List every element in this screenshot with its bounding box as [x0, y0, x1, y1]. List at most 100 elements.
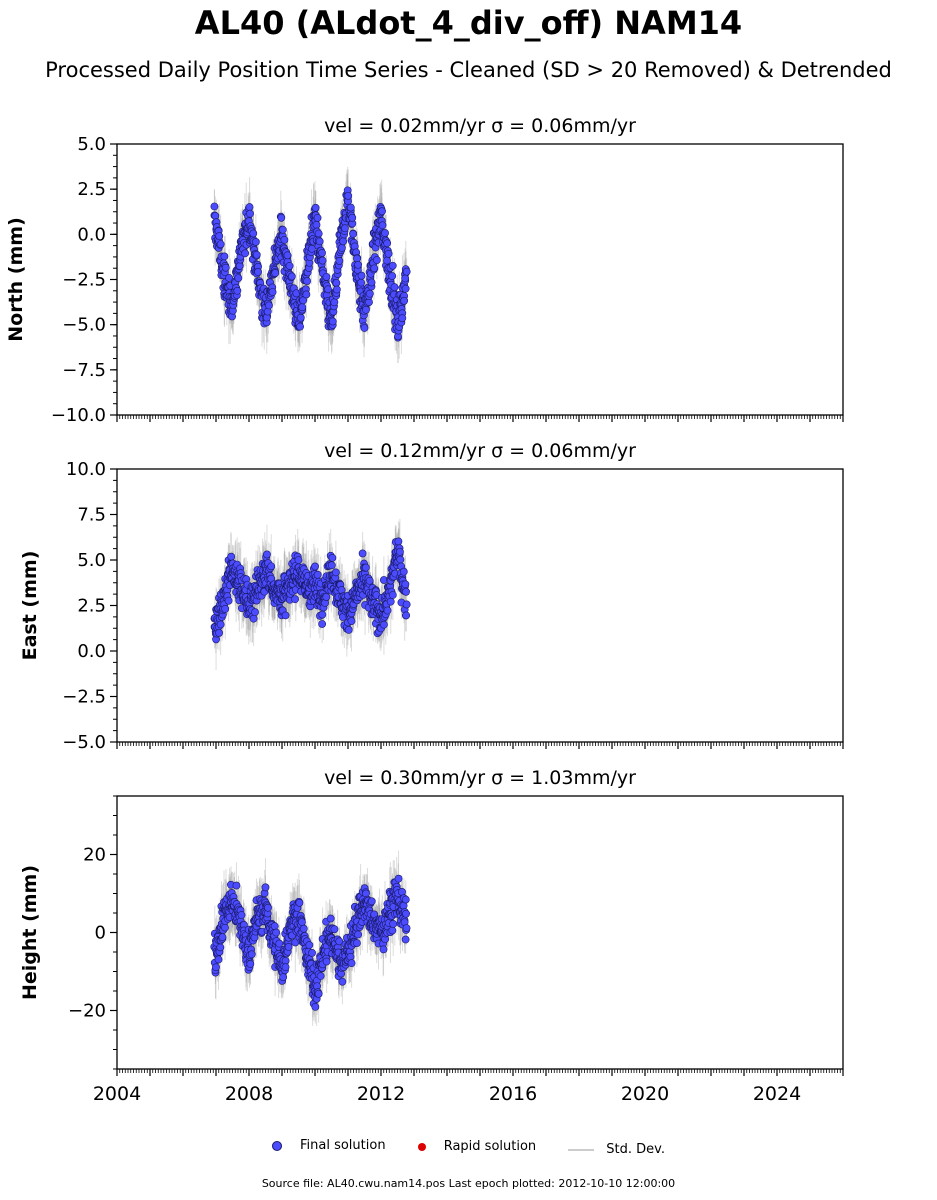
data-point	[378, 207, 386, 216]
y-tick-label: −2.5	[62, 687, 106, 708]
data-point	[316, 972, 325, 980]
data-point	[398, 314, 407, 323]
data-point	[402, 924, 411, 933]
data-point	[311, 562, 319, 571]
data-point	[234, 274, 243, 282]
data-point	[395, 547, 404, 556]
data-point	[331, 568, 340, 577]
data-point	[360, 324, 369, 332]
data-point	[347, 959, 356, 968]
data-point	[402, 587, 410, 596]
data-point	[383, 239, 392, 248]
data-point	[298, 303, 307, 312]
y-tick-label: 7.5	[77, 505, 106, 526]
data-point	[402, 909, 410, 918]
data-point	[354, 930, 362, 939]
data-point	[322, 593, 331, 601]
y-tick-label: 0.0	[77, 641, 106, 662]
data-point	[358, 549, 367, 558]
data-point	[362, 305, 370, 314]
y-tick-label: 10.0	[66, 459, 106, 480]
data-point	[322, 957, 331, 966]
data-point	[216, 240, 225, 249]
data-point	[294, 556, 303, 564]
data-point	[347, 617, 356, 625]
data-point	[281, 611, 290, 620]
data-point	[346, 952, 355, 961]
data-point	[353, 939, 361, 947]
data-point	[394, 537, 403, 546]
page-title: AL40 (ALdot_4_div_off) NAM14	[194, 4, 743, 42]
data-point	[245, 203, 254, 211]
data-point	[394, 874, 403, 883]
data-point	[312, 220, 321, 229]
y-tick-label: 5.0	[77, 550, 106, 571]
data-point	[284, 942, 293, 951]
data-point	[338, 244, 346, 252]
y-axis-label: Height (mm)	[19, 865, 41, 1000]
y-tick-label: 0.0	[77, 224, 106, 245]
data-point	[349, 229, 358, 238]
data-point	[311, 1002, 320, 1011]
data-point	[330, 925, 339, 934]
data-point	[281, 963, 290, 972]
data-point	[339, 237, 348, 246]
data-point	[299, 924, 308, 933]
data-point	[251, 238, 260, 246]
data-point	[318, 249, 326, 257]
data-point	[357, 271, 366, 280]
data-point	[318, 256, 327, 265]
data-point	[372, 256, 381, 264]
data-point	[401, 935, 410, 944]
data-point	[383, 256, 391, 265]
data-point	[265, 301, 273, 310]
data-point	[401, 274, 410, 283]
data-point	[386, 597, 395, 606]
y-axis-label: North (mm)	[5, 217, 27, 342]
data-point	[332, 285, 341, 294]
data-point	[313, 213, 322, 222]
data-point	[367, 897, 376, 906]
data-point	[237, 911, 246, 919]
panel-title: vel = 0.30mm/yr σ = 1.03mm/yr	[324, 767, 636, 789]
data-point	[378, 221, 387, 230]
data-point	[402, 611, 411, 620]
data-point	[328, 317, 337, 326]
y-tick-label: 5.0	[77, 134, 106, 155]
data-point	[379, 945, 388, 954]
data-point	[335, 257, 344, 265]
data-point	[326, 914, 335, 923]
data-cloud	[210, 519, 411, 670]
data-point	[227, 552, 236, 561]
data-point	[246, 209, 254, 218]
data-point	[328, 553, 337, 562]
data-cloud	[210, 166, 411, 364]
data-point	[247, 950, 256, 959]
data-point	[287, 272, 296, 281]
data-point	[315, 237, 324, 246]
data-point	[267, 562, 276, 571]
data-point	[344, 191, 353, 200]
data-point	[365, 289, 374, 298]
y-tick-label: 2.5	[77, 179, 106, 200]
data-point	[341, 224, 349, 233]
data-point	[302, 290, 311, 299]
data-point	[308, 949, 316, 957]
data-point	[348, 213, 357, 222]
data-point	[277, 213, 286, 222]
y-tick-label: −7.5	[62, 360, 106, 381]
data-point	[270, 922, 279, 931]
data-point	[396, 555, 405, 564]
data-point	[383, 606, 392, 615]
data-point	[264, 903, 272, 912]
data-point	[367, 278, 376, 287]
data-point	[388, 261, 397, 270]
data-cloud	[210, 850, 411, 1026]
data-point	[285, 261, 294, 270]
data-point	[291, 595, 299, 604]
data-point	[318, 610, 327, 619]
data-point	[338, 977, 347, 986]
data-point	[279, 973, 288, 982]
data-point	[263, 550, 271, 559]
data-point	[221, 604, 230, 613]
